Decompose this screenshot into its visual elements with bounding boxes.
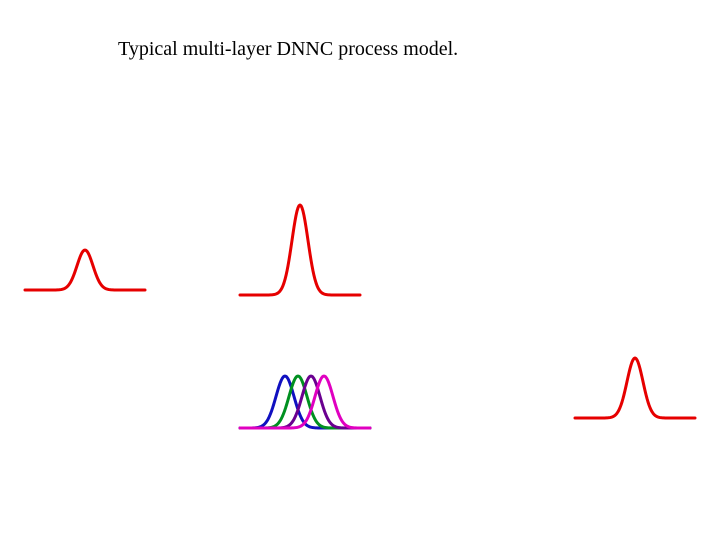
diagram-stage xyxy=(0,0,720,540)
red-peak-center-tall xyxy=(240,205,360,295)
red-peak-right xyxy=(575,358,695,418)
red-peak-left xyxy=(25,250,145,290)
